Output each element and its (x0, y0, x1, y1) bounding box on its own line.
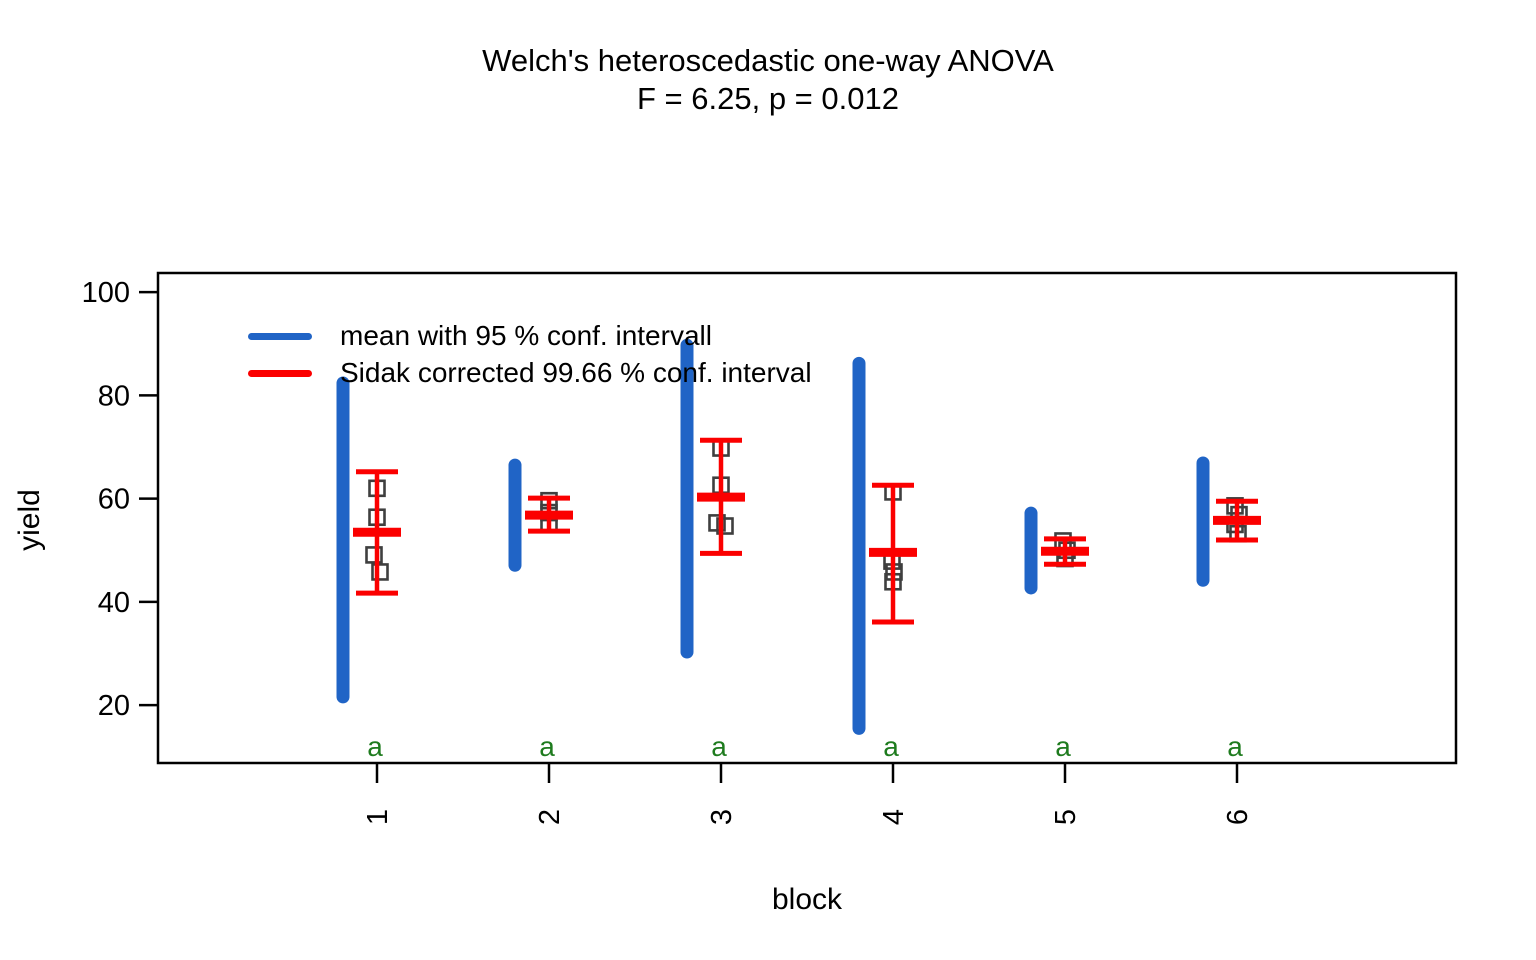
legend-label-sidak-ci: Sidak corrected 99.66 % conf. interval (340, 357, 812, 388)
chart-subtitle: F = 6.25, p = 0.012 (637, 81, 899, 116)
legend-item-sidak-ci: Sidak corrected 99.66 % conf. interval (248, 355, 812, 391)
y-tick-label: 60 (98, 484, 130, 516)
x-tick-label: 3 (706, 809, 738, 825)
group-letter: a (1055, 731, 1071, 762)
data-point (371, 563, 389, 581)
x-tick-label: 6 (1222, 809, 1254, 825)
x-tick-label: 1 (362, 809, 394, 825)
legend-line-blue-icon (248, 332, 312, 340)
chart-title: Welch's heteroscedastic one-way ANOVA (482, 43, 1054, 78)
x-tick-label: 4 (878, 809, 910, 825)
y-axis-label: yield (13, 489, 46, 551)
data-point (716, 517, 734, 535)
data-point (365, 546, 383, 564)
x-tick-label: 5 (1050, 809, 1082, 825)
legend-line-red-icon (248, 369, 312, 377)
group-letter: a (539, 731, 555, 762)
x-axis-label: block (771, 883, 843, 916)
group-letter: a (883, 731, 899, 762)
y-tick-label: 40 (98, 587, 130, 619)
group-letter: a (1227, 731, 1243, 762)
x-tick-label: 2 (534, 809, 566, 825)
plot-border (156, 271, 1458, 765)
legend: mean with 95 % conf. intervall Sidak cor… (248, 318, 812, 392)
y-tick-label: 80 (98, 380, 130, 412)
legend-label-mean-ci95: mean with 95 % conf. intervall (340, 320, 712, 351)
y-tick-label: 100 (82, 277, 130, 309)
y-tick-label: 20 (98, 690, 130, 722)
group-letter: a (711, 731, 727, 762)
group-letter: a (367, 731, 383, 762)
legend-item-mean-ci95: mean with 95 % conf. intervall (248, 318, 812, 354)
